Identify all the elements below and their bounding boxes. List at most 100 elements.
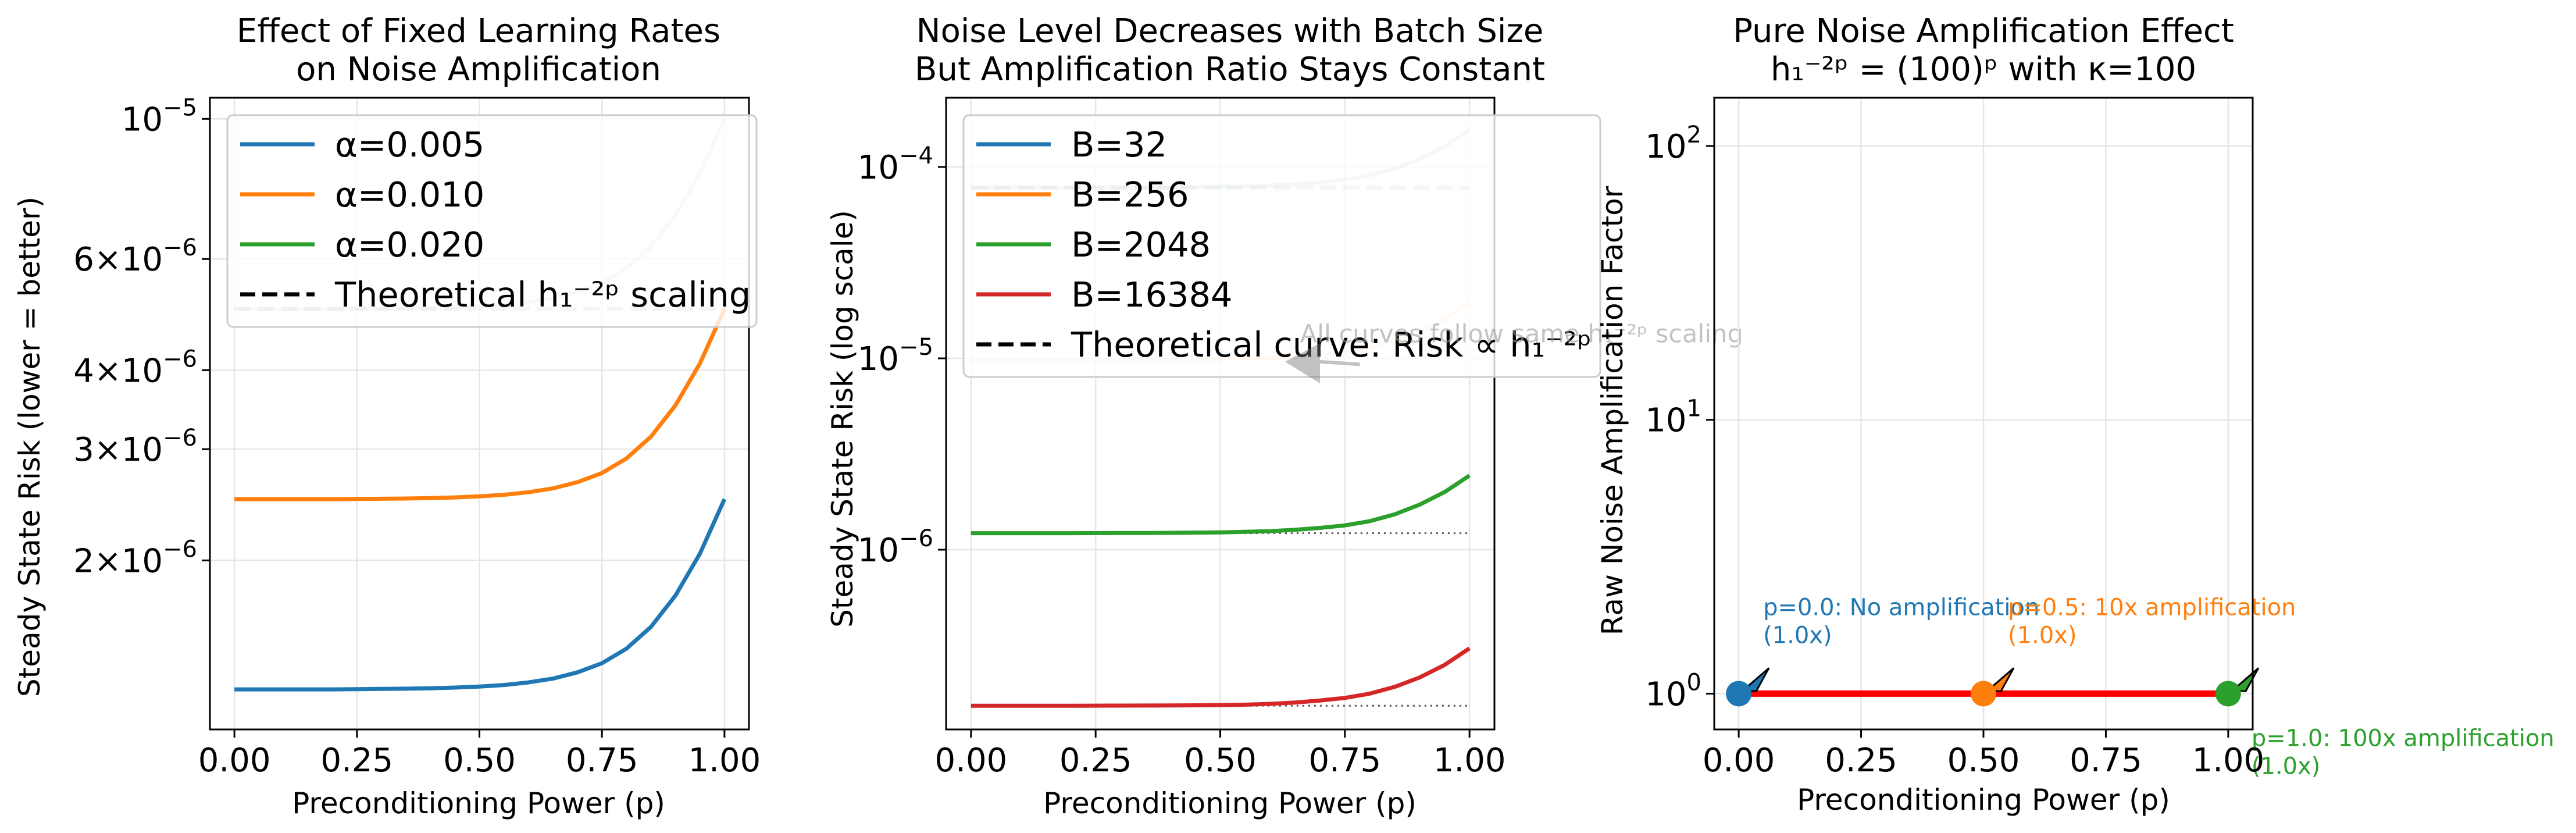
panel-1-title-line-1: Effect of Fixed Learning Rates xyxy=(237,12,720,50)
panel-2-y-tick-label-1: 10−5 xyxy=(858,334,933,378)
panel-1-y-tick-label-0: 10−5 xyxy=(122,94,197,138)
panel-1-y-tick-label-3-exponent: −6 xyxy=(163,425,197,451)
panel-2-x-tick-label-3: 0.75 xyxy=(1308,742,1381,779)
panel-2-x-tick-label-2: 0.50 xyxy=(1184,742,1257,779)
panel-1-title-line-2: on Noise Amplification xyxy=(296,51,661,88)
panel-3-y-tick-label-0-exponent: 0 xyxy=(1687,669,1701,696)
panel-2-legend-label-4: Theoretical curve: Risk ∝ h₁⁻²ᵖ xyxy=(1071,325,1592,365)
panel-1-y-tick-label-2: 4×10−6 xyxy=(73,346,197,390)
panel-2-y-tick-label-0-base: 10 xyxy=(858,149,899,187)
panel-1-y-tick-label-3-base: 10 xyxy=(122,431,163,469)
panel-3-x-tick-label-3: 0.75 xyxy=(2070,742,2142,779)
panel-1-y-tick-label-1: 6×10−6 xyxy=(73,234,197,279)
panel-2-title-line-1: Noise Level Decreases with Batch Size xyxy=(916,12,1544,50)
panel-3-point-label-2-line-1: (1.0x) xyxy=(2252,753,2321,779)
panel-3-y-axis-label: Raw Noise Amplification Factor xyxy=(1596,186,1629,635)
panel-2-legend: B=32 B=256 B=2048 B=16384 Theoretical curve:… xyxy=(962,114,1601,378)
panel-3-point-marker-1 xyxy=(1971,681,1996,707)
panel-3-x-tick-label-0: 0.00 xyxy=(1703,742,1775,779)
panel-2-legend-label-0: B=32 xyxy=(1071,124,1167,165)
panel-1-x-tick-label-0: 0.00 xyxy=(198,742,271,779)
panel-1-y-tick-label-2-times: × xyxy=(94,352,122,390)
panel-1-y-tick-label-0-exponent: −5 xyxy=(163,94,197,121)
panel-1-y-tick-label-0-base: 10 xyxy=(122,101,163,138)
panel-1-x-tick-label-2: 0.50 xyxy=(443,742,516,779)
panel-2-y-tick-label-1-exponent: −5 xyxy=(899,334,933,361)
panel-2-y-axis-label: Steady State Risk (log scale) xyxy=(826,210,859,628)
panel-2-title-line-2: But Amplification Ratio Stays Constant xyxy=(915,51,1545,88)
panel-2-y-tick-label-2-base: 10 xyxy=(858,532,899,569)
panel-1-legend-label-2: α=0.020 xyxy=(335,225,484,265)
panel-1-y-tick-label-4-exponent: −6 xyxy=(163,536,197,563)
panel-3-y-tick-label-2-base: 10 xyxy=(1645,128,1686,166)
panel-2-annotation-text: All curves follow same h₁⁻²ᵖ scaling xyxy=(1300,319,1743,348)
panel-3-point-label-2-line-0: p=1.0: 100x amplification xyxy=(2252,725,2554,752)
panel-2-annotation-arrow-shaft xyxy=(1319,359,1360,366)
panel-3-x-tick-label-4: 1.00 xyxy=(2192,742,2265,779)
panel-2-series-line-2 xyxy=(971,474,1471,536)
panel-3-x-tick-label-2: 0.50 xyxy=(1947,742,2020,779)
panel-2-x-tick-label-4: 1.00 xyxy=(1433,742,1506,779)
panel-3-y-tick-label-2: 102 xyxy=(1645,122,1701,166)
panel-3-title-line-1: Pure Noise Amplification Effect xyxy=(1733,12,2234,50)
panel-2-y-tick-label-0-exponent: −4 xyxy=(899,143,933,169)
panel-3-point-marker-0 xyxy=(1726,681,1752,707)
panel-1-y-tick-label-4-times: × xyxy=(94,542,122,580)
panel-1-y-tick-label-4: 2×10−6 xyxy=(73,536,197,580)
panel-1-y-tick-label-3: 3×10−6 xyxy=(73,425,197,469)
panel-1-y-tick-label-3-mantissa: 3 xyxy=(73,431,94,469)
panel-3-y-tick-label-1: 101 xyxy=(1645,396,1701,440)
panel-1-legend-label-1: α=0.010 xyxy=(335,175,484,215)
panel-2-x-axis-label: Preconditioning Power (p) xyxy=(1043,786,1417,820)
panel-3-point-marker-2 xyxy=(2215,681,2241,707)
panel-2-y-tick-label-2: 10−6 xyxy=(858,525,933,569)
panel-1-y-tick-label-4-mantissa: 2 xyxy=(73,542,94,580)
panel-1-y-tick-label-2-mantissa: 4 xyxy=(73,352,94,390)
panel-2-y-tick-label-0: 10−4 xyxy=(858,143,933,187)
panel-1-legend-label-3: Theoretical h₁⁻²ᵖ scaling xyxy=(334,275,751,315)
panel-1-x-tick-label-3: 0.75 xyxy=(566,742,638,779)
panel-fixed-learning-rates: Effect of Fixed Learning Rates on Noise … xyxy=(13,12,761,820)
panel-2-legend-label-1: B=256 xyxy=(1071,175,1189,215)
panel-1-y-tick-label-1-base: 10 xyxy=(122,241,163,279)
panel-1-legend-box xyxy=(226,114,758,328)
panel-1-y-tick-label-1-exponent: −6 xyxy=(163,234,197,261)
panel-2-x-tick-label-0: 0.00 xyxy=(935,742,1008,779)
panel-2-y-tick-label-2-exponent: −6 xyxy=(899,525,933,552)
panel-3-y-tick-label-0-base: 10 xyxy=(1645,675,1686,713)
panel-1-x-axis-label: Preconditioning Power (p) xyxy=(292,786,665,820)
panel-3-y-tick-label-0: 100 xyxy=(1645,669,1701,713)
panel-1-series-line-0 xyxy=(234,498,727,692)
panel-3-title-line-2: h₁⁻²ᵖ = (100)ᵖ with κ=100 xyxy=(1771,51,2196,88)
panel-2-x-tick-label-1: 0.25 xyxy=(1059,742,1132,779)
panel-3-x-tick-label-1: 0.25 xyxy=(1825,742,1897,779)
panel-3-point-label-0-line-1: (1.0x) xyxy=(1763,622,1832,649)
panel-1-y-tick-label-4-base: 10 xyxy=(122,542,163,580)
panel-1-y-tick-label-1-times: × xyxy=(94,241,122,279)
panel-2-legend-label-3: B=16384 xyxy=(1071,275,1233,315)
panel-3-y-tick-label-1-exponent: 1 xyxy=(1687,396,1701,422)
panel-1-y-axis-label: Steady State Risk (lower = better) xyxy=(13,197,47,697)
panel-batch-size: Noise Level Decreases with Batch Size Bu… xyxy=(826,12,1743,820)
panel-3-y-tick-label-2-exponent: 2 xyxy=(1687,122,1701,148)
panel-1-x-tick-label-4: 1.00 xyxy=(688,742,761,779)
panel-3-y-tick-label-1-base: 10 xyxy=(1645,402,1686,440)
panel-3-x-axis-label: Preconditioning Power (p) xyxy=(1797,783,2170,817)
panel-2-series-line-3 xyxy=(971,646,1471,708)
panel-1-x-tick-label-1: 0.25 xyxy=(320,742,393,779)
panel-2-legend-label-2: B=2048 xyxy=(1071,225,1211,265)
panel-2-annotation-arrow-head xyxy=(1285,343,1320,384)
panel-1-legend: α=0.005 α=0.010 α=0.020 Theoretical h₁⁻²ᵖ s… xyxy=(226,114,758,328)
panel-1-y-tick-label-1-mantissa: 6 xyxy=(73,241,94,279)
panel-3-point-label-0-line-0: p=0.0: No amplification xyxy=(1763,594,2039,621)
panel-1-y-tick-label-2-base: 10 xyxy=(122,352,163,390)
panel-1-series-line-1 xyxy=(234,308,727,501)
panel-3-point-label-1-line-0: p=0.5: 10x amplification xyxy=(2008,594,2296,621)
panel-1-legend-label-0: α=0.005 xyxy=(335,124,484,165)
panel-pure-noise: Pure Noise Amplification Effect h₁⁻²ᵖ = … xyxy=(1596,12,2554,817)
panel-2-legend-box xyxy=(962,114,1601,378)
panel-3-point-label-1-line-1: (1.0x) xyxy=(2008,622,2077,649)
panel-2-y-tick-label-1-base: 10 xyxy=(858,340,899,378)
panel-1-y-tick-label-2-exponent: −6 xyxy=(163,346,197,372)
